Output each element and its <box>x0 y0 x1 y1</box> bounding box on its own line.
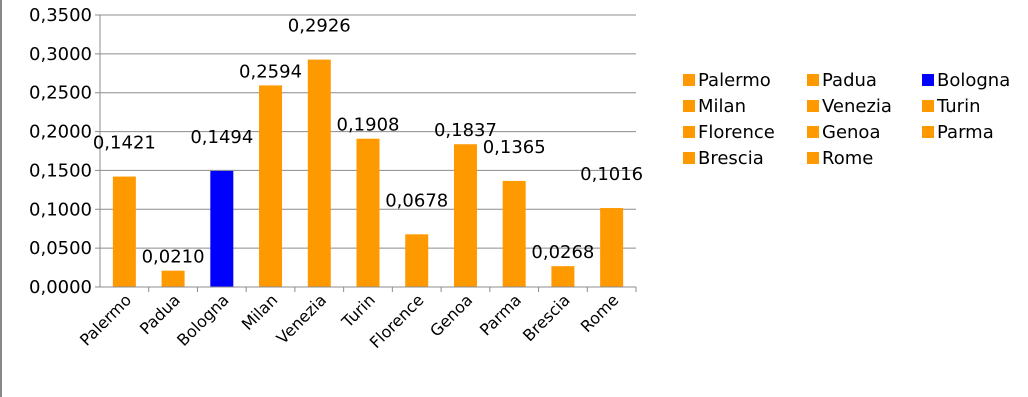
legend-item-turin: Turin <box>922 96 980 117</box>
legend-item-florence: Florence <box>683 122 775 143</box>
legend-label: Milan <box>698 96 746 117</box>
data-label: 0,1421 <box>93 133 156 154</box>
legend-label: Florence <box>698 122 775 143</box>
x-tick-label: Parma <box>476 290 525 339</box>
legend-swatch <box>683 100 695 112</box>
y-tick-label: 0,3000 <box>29 44 92 65</box>
legend-item-milan: Milan <box>683 96 746 117</box>
data-labels: 0,1421 0,0210 0,1494 0,2594 0,2926 0,1908 0,06… <box>93 16 643 268</box>
y-tick-label: 0,0500 <box>29 238 92 259</box>
bar-turin <box>356 138 380 287</box>
legend-label: Parma <box>937 122 994 143</box>
legend-swatch <box>807 74 819 86</box>
legend-swatch <box>683 74 695 86</box>
data-label: 0,2594 <box>239 61 302 82</box>
legend: Palermo Padua Bologna Milan Venezia Turin Flor… <box>683 70 1010 169</box>
legend-label: Venezia <box>822 96 892 117</box>
legend-item-parma: Parma <box>922 122 994 143</box>
data-label: 0,1365 <box>483 137 546 158</box>
data-label: 0,1837 <box>434 120 497 141</box>
legend-swatch <box>922 126 934 138</box>
bar-padua <box>161 270 185 287</box>
bar-rome <box>600 208 624 287</box>
y-tick-label: 0,3500 <box>29 5 92 26</box>
x-tick-label: Rome <box>577 290 623 336</box>
legend-label: Turin <box>936 96 980 117</box>
y-tick-label: 0,0000 <box>29 277 92 298</box>
legend-item-palermo: Palermo <box>683 70 771 91</box>
x-tick-label: Milan <box>238 290 282 334</box>
data-label: 0,1494 <box>190 127 253 148</box>
data-label: 0,0210 <box>142 247 205 268</box>
legend-swatch <box>922 100 934 112</box>
legend-item-rome: Rome <box>807 148 873 169</box>
x-tick-label: Turin <box>337 290 378 331</box>
data-label: 0,0678 <box>385 190 448 211</box>
data-label: 0,2926 <box>288 16 351 37</box>
x-tick-label: Palermo <box>76 290 135 349</box>
y-tick-label: 0,2000 <box>29 122 92 143</box>
legend-swatch <box>683 126 695 138</box>
bar-florence <box>405 234 429 287</box>
legend-swatch <box>807 100 819 112</box>
legend-item-brescia: Brescia <box>683 148 764 169</box>
legend-label: Palermo <box>698 70 771 91</box>
y-tick-label: 0,1500 <box>29 160 92 181</box>
legend-swatch <box>683 152 695 164</box>
data-label: 0,0268 <box>531 242 594 263</box>
legend-label: Bologna <box>937 70 1010 91</box>
y-tick-label: 0,1000 <box>29 199 92 220</box>
bar-brescia <box>551 266 575 287</box>
legend-swatch <box>922 74 934 86</box>
y-axis-ticks: 0,0000 0,0500 0,1000 0,1500 0,2000 0,2500 0,30… <box>29 5 101 298</box>
legend-item-genoa: Genoa <box>807 122 880 143</box>
legend-item-venezia: Venezia <box>807 96 892 117</box>
bar-bologna <box>210 170 234 287</box>
bar-palermo <box>112 176 136 287</box>
data-label: 0,1908 <box>337 115 400 136</box>
x-tick-label: Padua <box>136 290 184 338</box>
bars <box>112 59 624 287</box>
bar-venezia <box>307 59 331 287</box>
x-tick-label: Florence <box>366 290 428 352</box>
bar-genoa <box>453 144 477 287</box>
legend-item-padua: Padua <box>807 70 877 91</box>
x-tick-label: Venezia <box>273 290 330 347</box>
legend-swatch <box>807 152 819 164</box>
legend-label: Rome <box>822 148 873 169</box>
legend-item-bologna: Bologna <box>922 70 1010 91</box>
x-tick-label: Bologna <box>173 290 232 349</box>
legend-label: Padua <box>822 70 877 91</box>
legend-label: Genoa <box>822 122 880 143</box>
bar-parma <box>502 180 526 287</box>
legend-swatch <box>807 126 819 138</box>
x-tick-label: Genoa <box>426 290 476 340</box>
legend-label: Brescia <box>698 148 764 169</box>
y-tick-label: 0,2500 <box>29 83 92 104</box>
data-label: 0,1016 <box>580 164 643 185</box>
bar-milan <box>259 85 283 287</box>
x-tick-label: Brescia <box>519 290 574 345</box>
